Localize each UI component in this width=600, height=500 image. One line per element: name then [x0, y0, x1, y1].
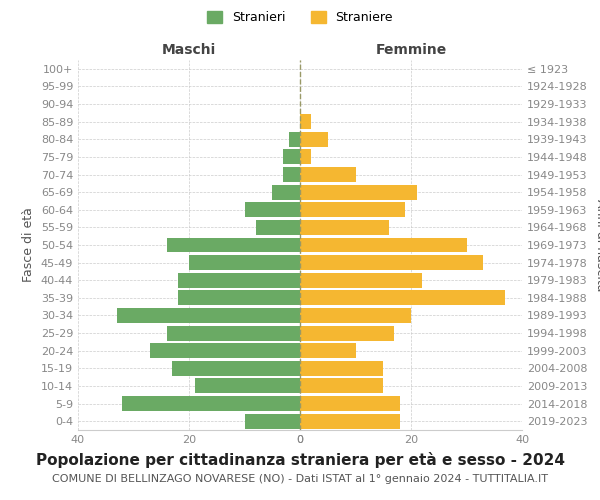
- Bar: [300, 132, 328, 147]
- Bar: [167, 326, 300, 340]
- Bar: [178, 290, 300, 306]
- Bar: [300, 396, 400, 411]
- Bar: [150, 343, 300, 358]
- Bar: [194, 378, 300, 394]
- Bar: [289, 132, 300, 147]
- Bar: [300, 308, 411, 323]
- Bar: [117, 308, 300, 323]
- Bar: [300, 167, 355, 182]
- Text: COMUNE DI BELLINZAGO NOVARESE (NO) - Dati ISTAT al 1° gennaio 2024 - TUTTITALIA.: COMUNE DI BELLINZAGO NOVARESE (NO) - Dat…: [52, 474, 548, 484]
- Bar: [300, 290, 505, 306]
- Bar: [300, 273, 422, 287]
- Bar: [300, 220, 389, 235]
- Bar: [245, 202, 300, 218]
- Title: Maschi: Maschi: [162, 44, 216, 58]
- Legend: Stranieri, Straniere: Stranieri, Straniere: [202, 6, 398, 29]
- Bar: [300, 326, 394, 340]
- Bar: [300, 361, 383, 376]
- Y-axis label: Anni di nascita: Anni di nascita: [594, 198, 600, 291]
- Bar: [283, 150, 300, 164]
- Bar: [245, 414, 300, 428]
- Bar: [300, 343, 355, 358]
- Bar: [167, 238, 300, 252]
- Bar: [300, 238, 467, 252]
- Bar: [172, 361, 300, 376]
- Bar: [300, 255, 483, 270]
- Bar: [256, 220, 300, 235]
- Bar: [122, 396, 300, 411]
- Bar: [300, 114, 311, 129]
- Bar: [300, 378, 383, 394]
- Bar: [300, 150, 311, 164]
- Bar: [283, 167, 300, 182]
- Title: Femmine: Femmine: [376, 44, 446, 58]
- Bar: [189, 255, 300, 270]
- Bar: [178, 273, 300, 287]
- Bar: [300, 184, 416, 200]
- Bar: [272, 184, 300, 200]
- Bar: [300, 202, 406, 218]
- Y-axis label: Fasce di età: Fasce di età: [22, 208, 35, 282]
- Text: Popolazione per cittadinanza straniera per età e sesso - 2024: Popolazione per cittadinanza straniera p…: [35, 452, 565, 468]
- Bar: [300, 414, 400, 428]
